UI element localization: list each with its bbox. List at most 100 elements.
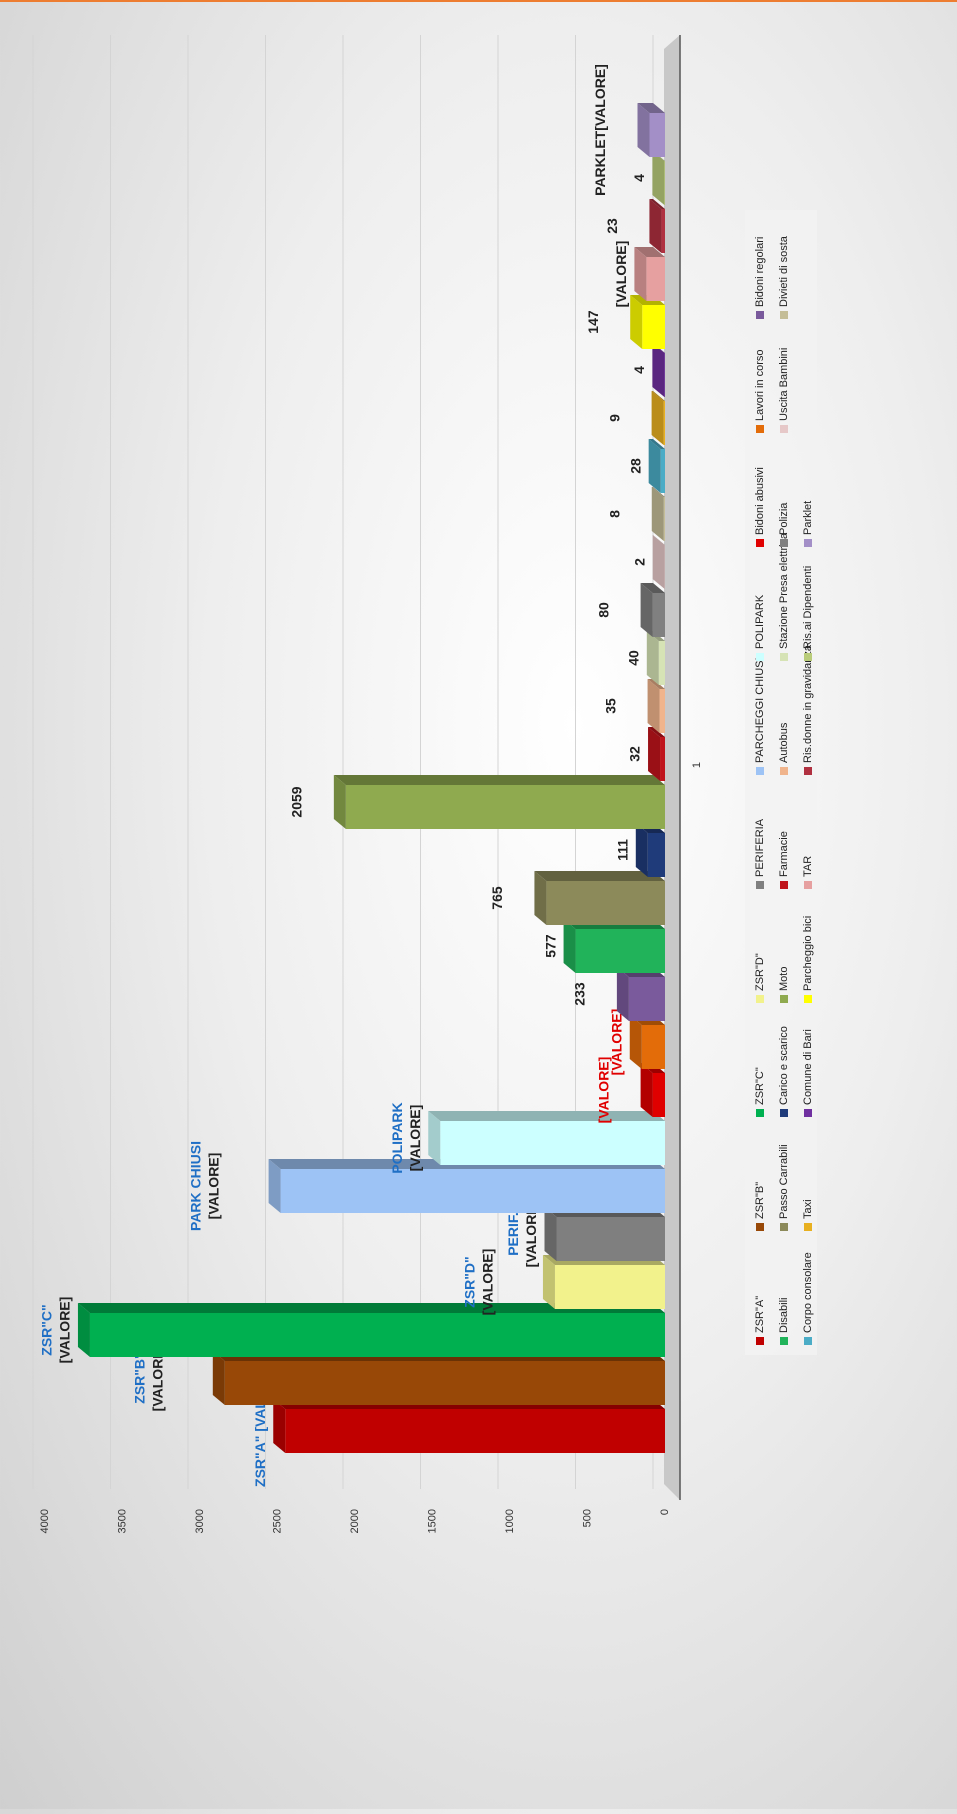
data-label: POLIPARK	[389, 1102, 405, 1173]
legend-swatch	[780, 1337, 788, 1345]
bar	[664, 401, 665, 445]
legend-label: Divieti di sosta	[778, 235, 790, 307]
legend-swatch	[756, 1337, 764, 1345]
legend-label: ZSR"B"	[754, 1182, 766, 1219]
bar	[664, 353, 665, 397]
y-tick-label: 3000	[194, 1509, 206, 1533]
bar	[90, 1313, 665, 1357]
bar	[225, 1361, 665, 1405]
chart: 1 05001000150020002500300035004000ZSR"A"…	[0, 0, 957, 1809]
bar	[576, 929, 665, 973]
legend-swatch	[804, 767, 812, 775]
y-tick-label: 3500	[116, 1509, 128, 1533]
legend-label: Moto	[778, 967, 790, 991]
data-label: 28	[627, 458, 643, 474]
legend-label: Bidoni regolari	[754, 237, 766, 307]
legend-swatch	[756, 995, 764, 1003]
bar	[653, 1073, 665, 1117]
bar	[642, 1025, 665, 1069]
legend-swatch	[780, 311, 788, 319]
category-label: 1	[691, 762, 703, 768]
legend-swatch	[804, 881, 812, 889]
legend-label: Passo Carrabili	[778, 1144, 790, 1219]
legend-label: Uscita Bambini	[778, 348, 790, 421]
data-label: 40	[626, 650, 642, 666]
y-tick-label: 1500	[426, 1509, 438, 1533]
legend-label: ZSR"D"	[754, 953, 766, 991]
legend-label: PARCHEGGI CHIUSI	[754, 657, 766, 763]
legend-label: Polizia	[778, 502, 790, 535]
data-label: 32	[627, 746, 643, 762]
legend-swatch	[756, 1223, 764, 1231]
bar	[646, 257, 665, 301]
legend-label: Comune di Bari	[802, 1029, 814, 1105]
bar	[660, 689, 665, 733]
legend-label: ZSR"C"	[754, 1067, 766, 1105]
legend-swatch	[756, 539, 764, 547]
legend-swatch	[780, 995, 788, 1003]
bar	[664, 161, 665, 205]
legend-swatch	[804, 1223, 812, 1231]
bar	[661, 449, 665, 493]
data-label: 9	[606, 414, 622, 422]
bar	[648, 833, 665, 877]
bar	[440, 1121, 665, 1165]
legend-swatch	[804, 1337, 812, 1345]
legend-label: Carico e scarico	[778, 1026, 790, 1105]
legend-label: Disabili	[778, 1298, 790, 1333]
y-tick-label: 1000	[504, 1509, 516, 1533]
bar	[653, 593, 665, 637]
bar	[650, 113, 666, 157]
data-label: 35	[602, 698, 618, 714]
legend-swatch	[756, 1109, 764, 1117]
data-label: [VALORE]	[613, 241, 629, 308]
data-label: 80	[595, 602, 611, 618]
legend-swatch	[756, 881, 764, 889]
data-label: ZSR"D"	[462, 1256, 478, 1307]
bar	[661, 209, 665, 253]
legend-label: TAR	[802, 856, 814, 877]
data-label: ZSR"C"	[39, 1304, 55, 1355]
legend-swatch	[780, 425, 788, 433]
data-label: ZSR"B"	[132, 1352, 148, 1403]
legend-swatch	[804, 653, 812, 661]
data-label: 765	[489, 886, 505, 910]
legend-label: ZSR"A"	[754, 1296, 766, 1333]
data-label: 23	[604, 218, 620, 234]
legend-label: Bidoni abusivi	[754, 467, 766, 535]
data-label: 147	[585, 310, 601, 334]
y-tick-label: 4000	[39, 1509, 51, 1533]
data-label: [VALORE]	[205, 1153, 221, 1220]
y-tick-label: 2500	[271, 1509, 283, 1533]
data-label: 8	[606, 510, 622, 518]
legend-swatch	[780, 653, 788, 661]
bar	[346, 785, 665, 829]
legend-label: Autobus	[778, 722, 790, 763]
bar	[281, 1169, 665, 1213]
bar	[546, 881, 665, 925]
page: 1 05001000150020002500300035004000ZSR"A"…	[0, 0, 957, 1809]
legend-label: Ris.ai Dipendenti	[802, 566, 814, 649]
data-label: 2	[631, 558, 647, 566]
legend-swatch	[756, 653, 764, 661]
bar-side	[334, 775, 665, 785]
data-label: [VALORE]	[480, 1249, 496, 1316]
data-label: PARKLET[VALORE]	[592, 64, 608, 196]
data-label: [VALORE]	[608, 1009, 624, 1076]
bar	[664, 497, 665, 541]
legend-label: Stazione Presa elettrica	[778, 532, 790, 649]
data-label: 2059	[289, 786, 305, 817]
bar	[660, 737, 665, 781]
legend-label: Lavori in corso	[754, 349, 766, 421]
bar	[629, 977, 665, 1021]
y-tick-label: 500	[581, 1509, 593, 1527]
bar-side	[428, 1111, 665, 1121]
legend-label: Farmacie	[778, 831, 790, 877]
data-label: 577	[542, 934, 558, 958]
bar	[642, 305, 665, 349]
plot: 1 05001000150020002500300035004000ZSR"A"…	[33, 35, 817, 1533]
legend-label: Parklet	[802, 501, 814, 535]
data-label: 4	[631, 366, 647, 374]
legend-label: Taxi	[802, 1199, 814, 1219]
legend-swatch	[756, 311, 764, 319]
